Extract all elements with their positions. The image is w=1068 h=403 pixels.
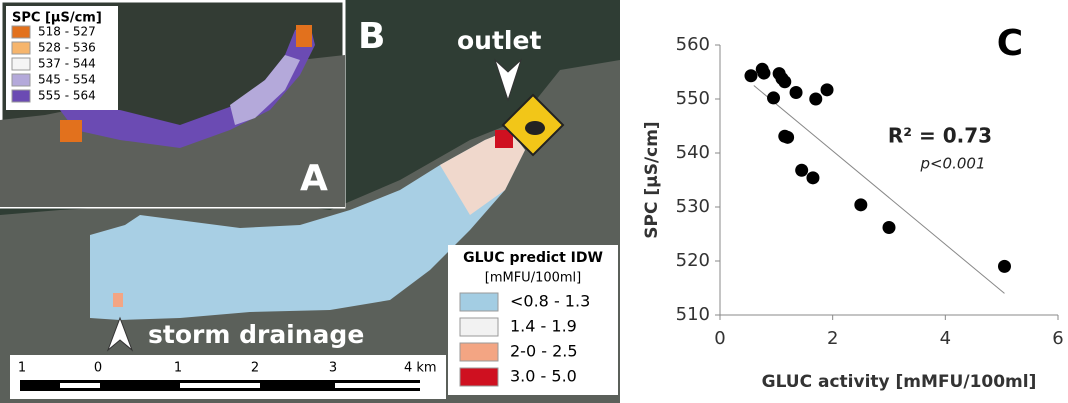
outlet-label: outlet bbox=[457, 26, 541, 55]
spc-high bbox=[296, 25, 312, 47]
legend-swatch bbox=[460, 293, 498, 311]
point bbox=[806, 171, 819, 184]
scale-segment bbox=[60, 383, 100, 388]
legend-swatch bbox=[12, 90, 30, 102]
legend-label: 3.0 - 5.0 bbox=[510, 367, 577, 386]
point bbox=[821, 83, 834, 96]
scatter-chart: 510 520 530 540 550 560 0 2 4 6 GLUC activity [mMF… bbox=[642, 23, 1064, 392]
legend-title: SPC [µS/cm] bbox=[12, 11, 102, 26]
legend-label: 2-0 - 2.5 bbox=[510, 342, 578, 361]
plume-storm bbox=[113, 293, 123, 307]
y-tick-label: 560 bbox=[676, 34, 710, 55]
figure: B outlet storm drainage GLUC predict IDW… bbox=[0, 0, 1068, 403]
legend-swatch bbox=[460, 343, 498, 361]
point bbox=[767, 91, 780, 104]
point bbox=[781, 131, 794, 144]
panel-label: A bbox=[300, 158, 328, 199]
y-tick-label: 550 bbox=[676, 88, 710, 109]
legend-swatch bbox=[460, 368, 498, 386]
point bbox=[744, 69, 757, 82]
spc-high bbox=[60, 120, 82, 142]
trendline bbox=[754, 86, 1005, 294]
point bbox=[778, 75, 791, 88]
legend-swatch bbox=[12, 42, 30, 54]
scale-label: 4 km bbox=[404, 361, 437, 376]
panel-label: C bbox=[997, 23, 1023, 64]
scale-label: 1 bbox=[18, 361, 26, 376]
point bbox=[757, 67, 770, 80]
y-tick-label: 540 bbox=[676, 142, 710, 163]
scale-segment bbox=[335, 383, 405, 388]
legend-label: 1.4 - 1.9 bbox=[510, 317, 577, 336]
scale-segment bbox=[180, 383, 250, 388]
panel-label: B bbox=[358, 16, 385, 57]
scale-label: 2 bbox=[251, 361, 259, 376]
legend-swatch bbox=[12, 74, 30, 86]
legend-label: 528 - 536 bbox=[38, 41, 96, 55]
legend-label: 555 - 564 bbox=[38, 89, 96, 103]
legend-swatch bbox=[460, 318, 498, 336]
y-axis-label: SPC [µS/cm] bbox=[642, 121, 662, 238]
scale-label: 0 bbox=[94, 361, 102, 376]
legend-label: <0.8 - 1.3 bbox=[510, 292, 590, 311]
annotation: R² = 0.73 bbox=[888, 124, 992, 148]
x-axis-label: GLUC activity [mMFU/100ml] bbox=[762, 372, 1037, 392]
point bbox=[809, 93, 822, 106]
legend-swatch bbox=[12, 26, 30, 38]
legend-label: 545 - 554 bbox=[38, 73, 96, 87]
x-tick-label: 0 bbox=[714, 328, 725, 349]
legend-label: 518 - 527 bbox=[38, 25, 96, 39]
y-tick-label: 520 bbox=[676, 250, 710, 271]
legend-label: 537 - 544 bbox=[38, 57, 96, 71]
legend-swatch bbox=[12, 58, 30, 70]
scale-label: 1 bbox=[174, 361, 182, 376]
x-tick-label: 6 bbox=[1052, 328, 1063, 349]
point bbox=[883, 221, 896, 234]
x-tick-label: 4 bbox=[940, 328, 951, 349]
duck-icon bbox=[525, 121, 545, 135]
scale-segment bbox=[300, 383, 340, 388]
point bbox=[795, 164, 808, 177]
legend-items: 518 - 527 528 - 536 537 - 544 545 - 554 555 … bbox=[12, 25, 96, 103]
legend-unit: [mMFU/100ml] bbox=[485, 271, 581, 286]
y-tick-label: 510 bbox=[676, 304, 710, 325]
point bbox=[854, 198, 867, 211]
storm-label: storm drainage bbox=[148, 320, 364, 349]
legend-title: GLUC predict IDW bbox=[463, 250, 603, 266]
x-tick-label: 2 bbox=[827, 328, 838, 349]
point bbox=[998, 260, 1011, 273]
scale-box bbox=[10, 355, 446, 399]
y-tick-label: 530 bbox=[676, 196, 710, 217]
scale-label: 3 bbox=[329, 361, 337, 376]
annotation: p<0.001 bbox=[919, 155, 985, 173]
scale-segment bbox=[140, 383, 180, 388]
point bbox=[790, 86, 803, 99]
